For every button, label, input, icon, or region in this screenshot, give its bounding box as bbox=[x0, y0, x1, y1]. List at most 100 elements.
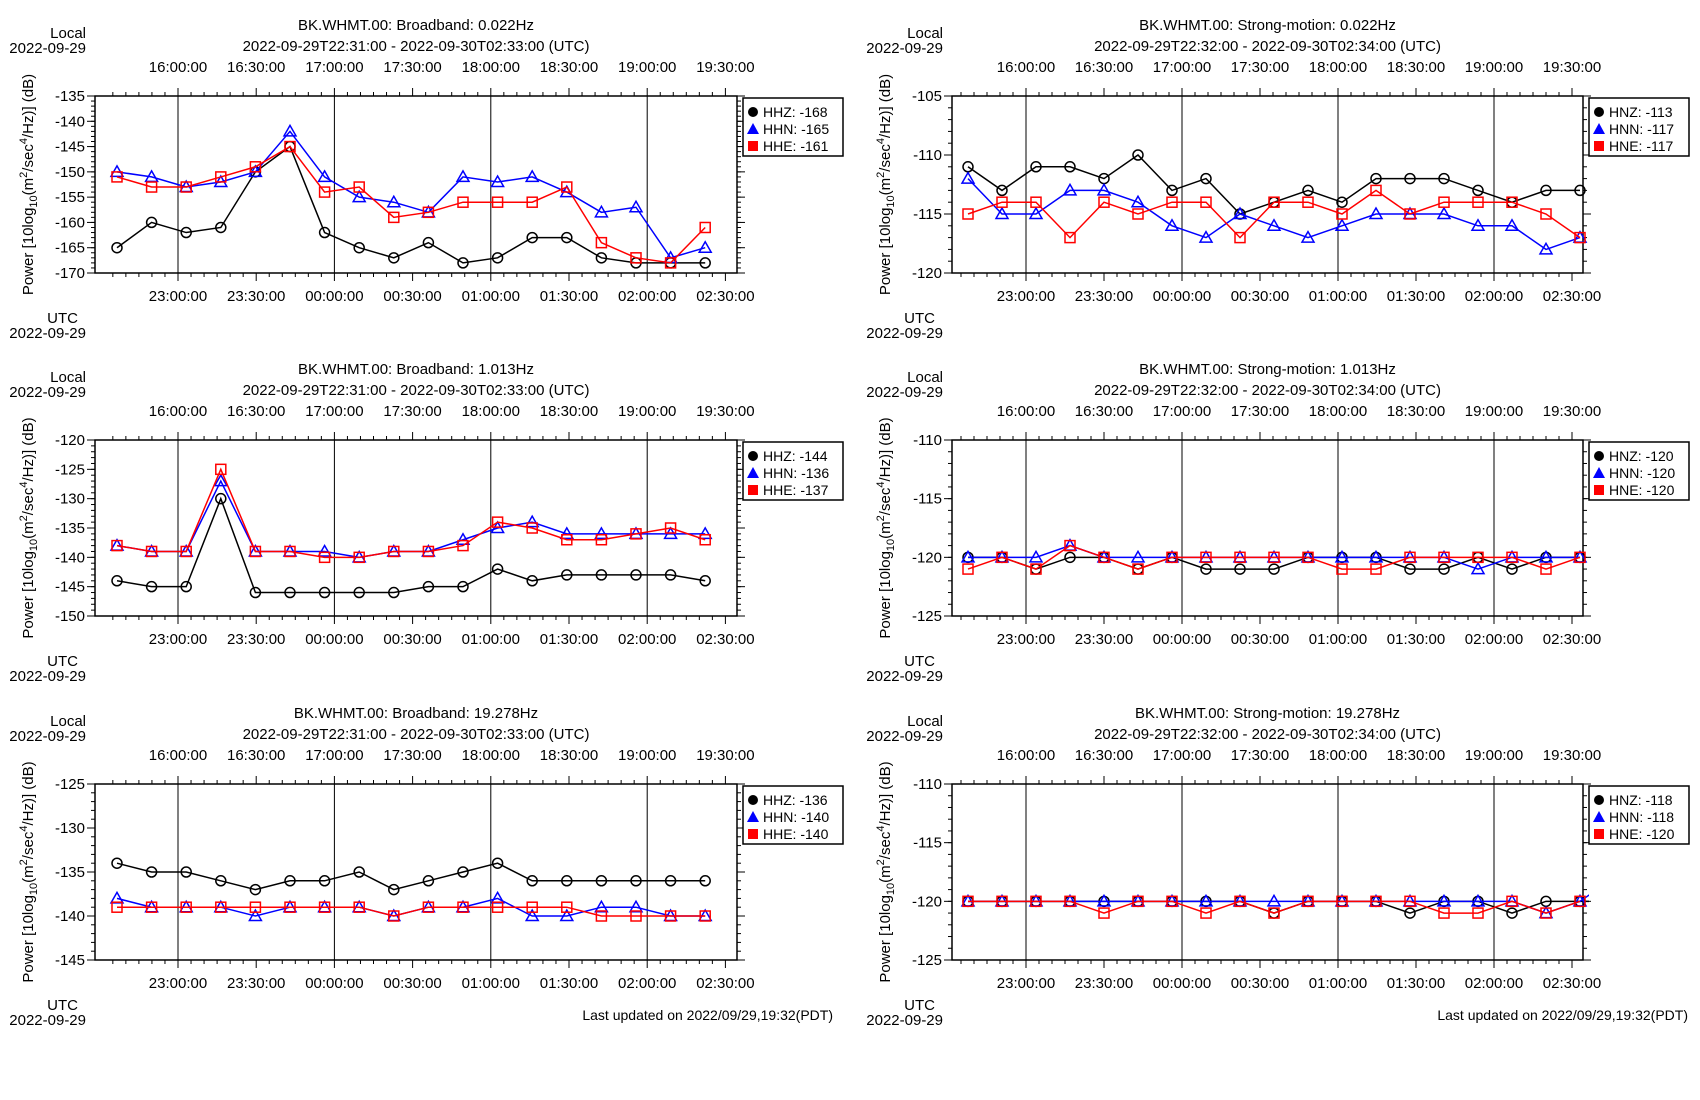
data-point-hne bbox=[1574, 551, 1586, 564]
legend-entry: HHE: -161 bbox=[763, 138, 829, 154]
data-point-hhn bbox=[351, 189, 367, 203]
series-line-hhe bbox=[116, 467, 706, 559]
data-point-hne bbox=[1540, 907, 1552, 919]
data-point-hhz bbox=[699, 575, 711, 587]
data-point-hnn bbox=[1028, 549, 1044, 563]
legend-entry: HNN: -117 bbox=[1609, 121, 1674, 137]
legend-entry: HHN: -140 bbox=[763, 809, 829, 825]
data-point-hhe bbox=[215, 463, 227, 476]
local-tick-label: 17:00:00 bbox=[1153, 747, 1211, 764]
data-point-hnn bbox=[1538, 549, 1554, 563]
data-point-hhe bbox=[284, 140, 296, 153]
legend-entry: HHN: -165 bbox=[763, 121, 829, 137]
data-point-hhz bbox=[145, 216, 158, 229]
local-label: Local bbox=[50, 25, 86, 42]
series-layer bbox=[960, 893, 1619, 919]
data-point-hhe bbox=[353, 901, 365, 913]
legend-entry: HNE: -117 bbox=[1609, 138, 1674, 154]
local-tick-label: 16:30:00 bbox=[227, 403, 285, 420]
data-point-hne bbox=[1336, 208, 1348, 220]
data-point-hnz bbox=[1472, 184, 1484, 197]
data-point-hhn bbox=[109, 890, 125, 904]
legend-entry: HNN: -120 bbox=[1609, 465, 1675, 481]
utc-label: UTC bbox=[904, 310, 935, 327]
data-point-hnz bbox=[1166, 184, 1178, 197]
data-point-hhz bbox=[353, 866, 365, 878]
local-tick-label: 18:00:00 bbox=[1309, 59, 1367, 76]
legend-box bbox=[742, 785, 844, 845]
data-point-hnz bbox=[1404, 907, 1416, 919]
data-point-hhe bbox=[388, 545, 400, 558]
chart-subtitle: 2022-09-29T22:32:00 - 2022-09-30T02:34:0… bbox=[1094, 726, 1441, 743]
data-point-hhn bbox=[524, 908, 540, 922]
chart-title: BK.WHMT.00: Strong-motion: 19.278Hz bbox=[1135, 705, 1400, 722]
chart-subtitle: 2022-09-29T22:31:00 - 2022-09-30T02:33:0… bbox=[243, 382, 590, 399]
y-tick-label: -140 bbox=[55, 113, 85, 130]
data-point-hne bbox=[1336, 563, 1348, 575]
data-point-hhz bbox=[111, 575, 123, 587]
utc-tick-label: 23:30:00 bbox=[1075, 631, 1133, 648]
y-tick-label: -135 bbox=[55, 520, 85, 537]
y-tick-label: -110 bbox=[913, 432, 942, 449]
data-point-hnz bbox=[1609, 896, 1619, 906]
data-point-hhz bbox=[353, 586, 365, 599]
data-point-hne bbox=[1540, 208, 1552, 220]
data-point-hne bbox=[1234, 895, 1246, 908]
data-point-hhe bbox=[388, 211, 400, 224]
data-point-hnn bbox=[1334, 218, 1350, 232]
legend-entry: HHZ: -168 bbox=[763, 104, 828, 120]
data-point-hhe bbox=[491, 196, 504, 208]
data-point-hhz bbox=[180, 580, 192, 593]
data-point-hnz bbox=[1404, 563, 1416, 575]
data-point-hhz bbox=[457, 866, 469, 878]
local-tick-label: 19:30:00 bbox=[1543, 747, 1601, 764]
data-point-hhn bbox=[455, 169, 471, 183]
series-layer bbox=[109, 857, 713, 922]
utc-tick-label: 00:00:00 bbox=[305, 288, 363, 305]
y-tick-label: -110 bbox=[913, 776, 942, 793]
utc-tick-label: 23:00:00 bbox=[997, 975, 1055, 992]
y-tick-label: -130 bbox=[55, 820, 85, 837]
data-point-hhz bbox=[491, 252, 504, 264]
data-point-hne bbox=[1098, 551, 1110, 564]
series-layer bbox=[960, 149, 1588, 255]
utc-tick-label: 23:30:00 bbox=[227, 288, 285, 305]
y-tick-label: -145 bbox=[55, 579, 85, 596]
y-tick-label: -135 bbox=[55, 864, 85, 881]
utc-tick-label: 01:00:00 bbox=[462, 975, 520, 992]
data-point-hhe bbox=[249, 545, 262, 558]
legend-entry: HHZ: -136 bbox=[763, 792, 828, 808]
legend-marker-triangle bbox=[1593, 467, 1605, 478]
data-point-hne bbox=[1200, 907, 1212, 919]
legend-marker-triangle bbox=[1593, 811, 1605, 822]
last-updated-right: Last updated on 2022/09/29,19:32(PDT) bbox=[1437, 1007, 1688, 1023]
data-point-hnn bbox=[1436, 206, 1452, 220]
y-axis-label: Power [10log10(m2/sec4/Hz)] (dB) bbox=[18, 761, 40, 982]
utc-tick-label: 00:00:00 bbox=[305, 631, 363, 648]
data-point-hhe bbox=[215, 901, 227, 913]
data-point-hhz bbox=[595, 252, 608, 264]
data-point-hne bbox=[1030, 563, 1042, 575]
data-point-hhe bbox=[561, 533, 573, 546]
legend-marker-triangle bbox=[1593, 123, 1605, 134]
data-point-hhz bbox=[664, 875, 677, 887]
data-point-hhz bbox=[699, 875, 711, 887]
data-point-hhz bbox=[388, 883, 400, 896]
data-point-hhz bbox=[111, 857, 123, 869]
legend-marker-triangle bbox=[747, 811, 759, 822]
utc-tick-label: 23:00:00 bbox=[149, 288, 207, 305]
series-line-hne bbox=[967, 189, 1581, 239]
y-tick-label: -150 bbox=[55, 164, 85, 181]
data-point-hhz bbox=[111, 241, 123, 254]
series-line-hhn bbox=[116, 130, 706, 259]
data-point-hhe bbox=[699, 221, 711, 234]
utc-tick-label: 02:00:00 bbox=[1465, 975, 1523, 992]
local-tick-label: 19:00:00 bbox=[618, 747, 676, 764]
data-point-hnz bbox=[1540, 184, 1552, 197]
utc-tick-label: 23:00:00 bbox=[997, 631, 1055, 648]
data-point-hhz bbox=[318, 875, 331, 887]
utc-date-label: 2022-09-29 bbox=[9, 1012, 86, 1029]
series-line-hnz bbox=[967, 154, 1580, 215]
data-point-hnn bbox=[1096, 182, 1112, 196]
series-layer bbox=[109, 123, 713, 269]
